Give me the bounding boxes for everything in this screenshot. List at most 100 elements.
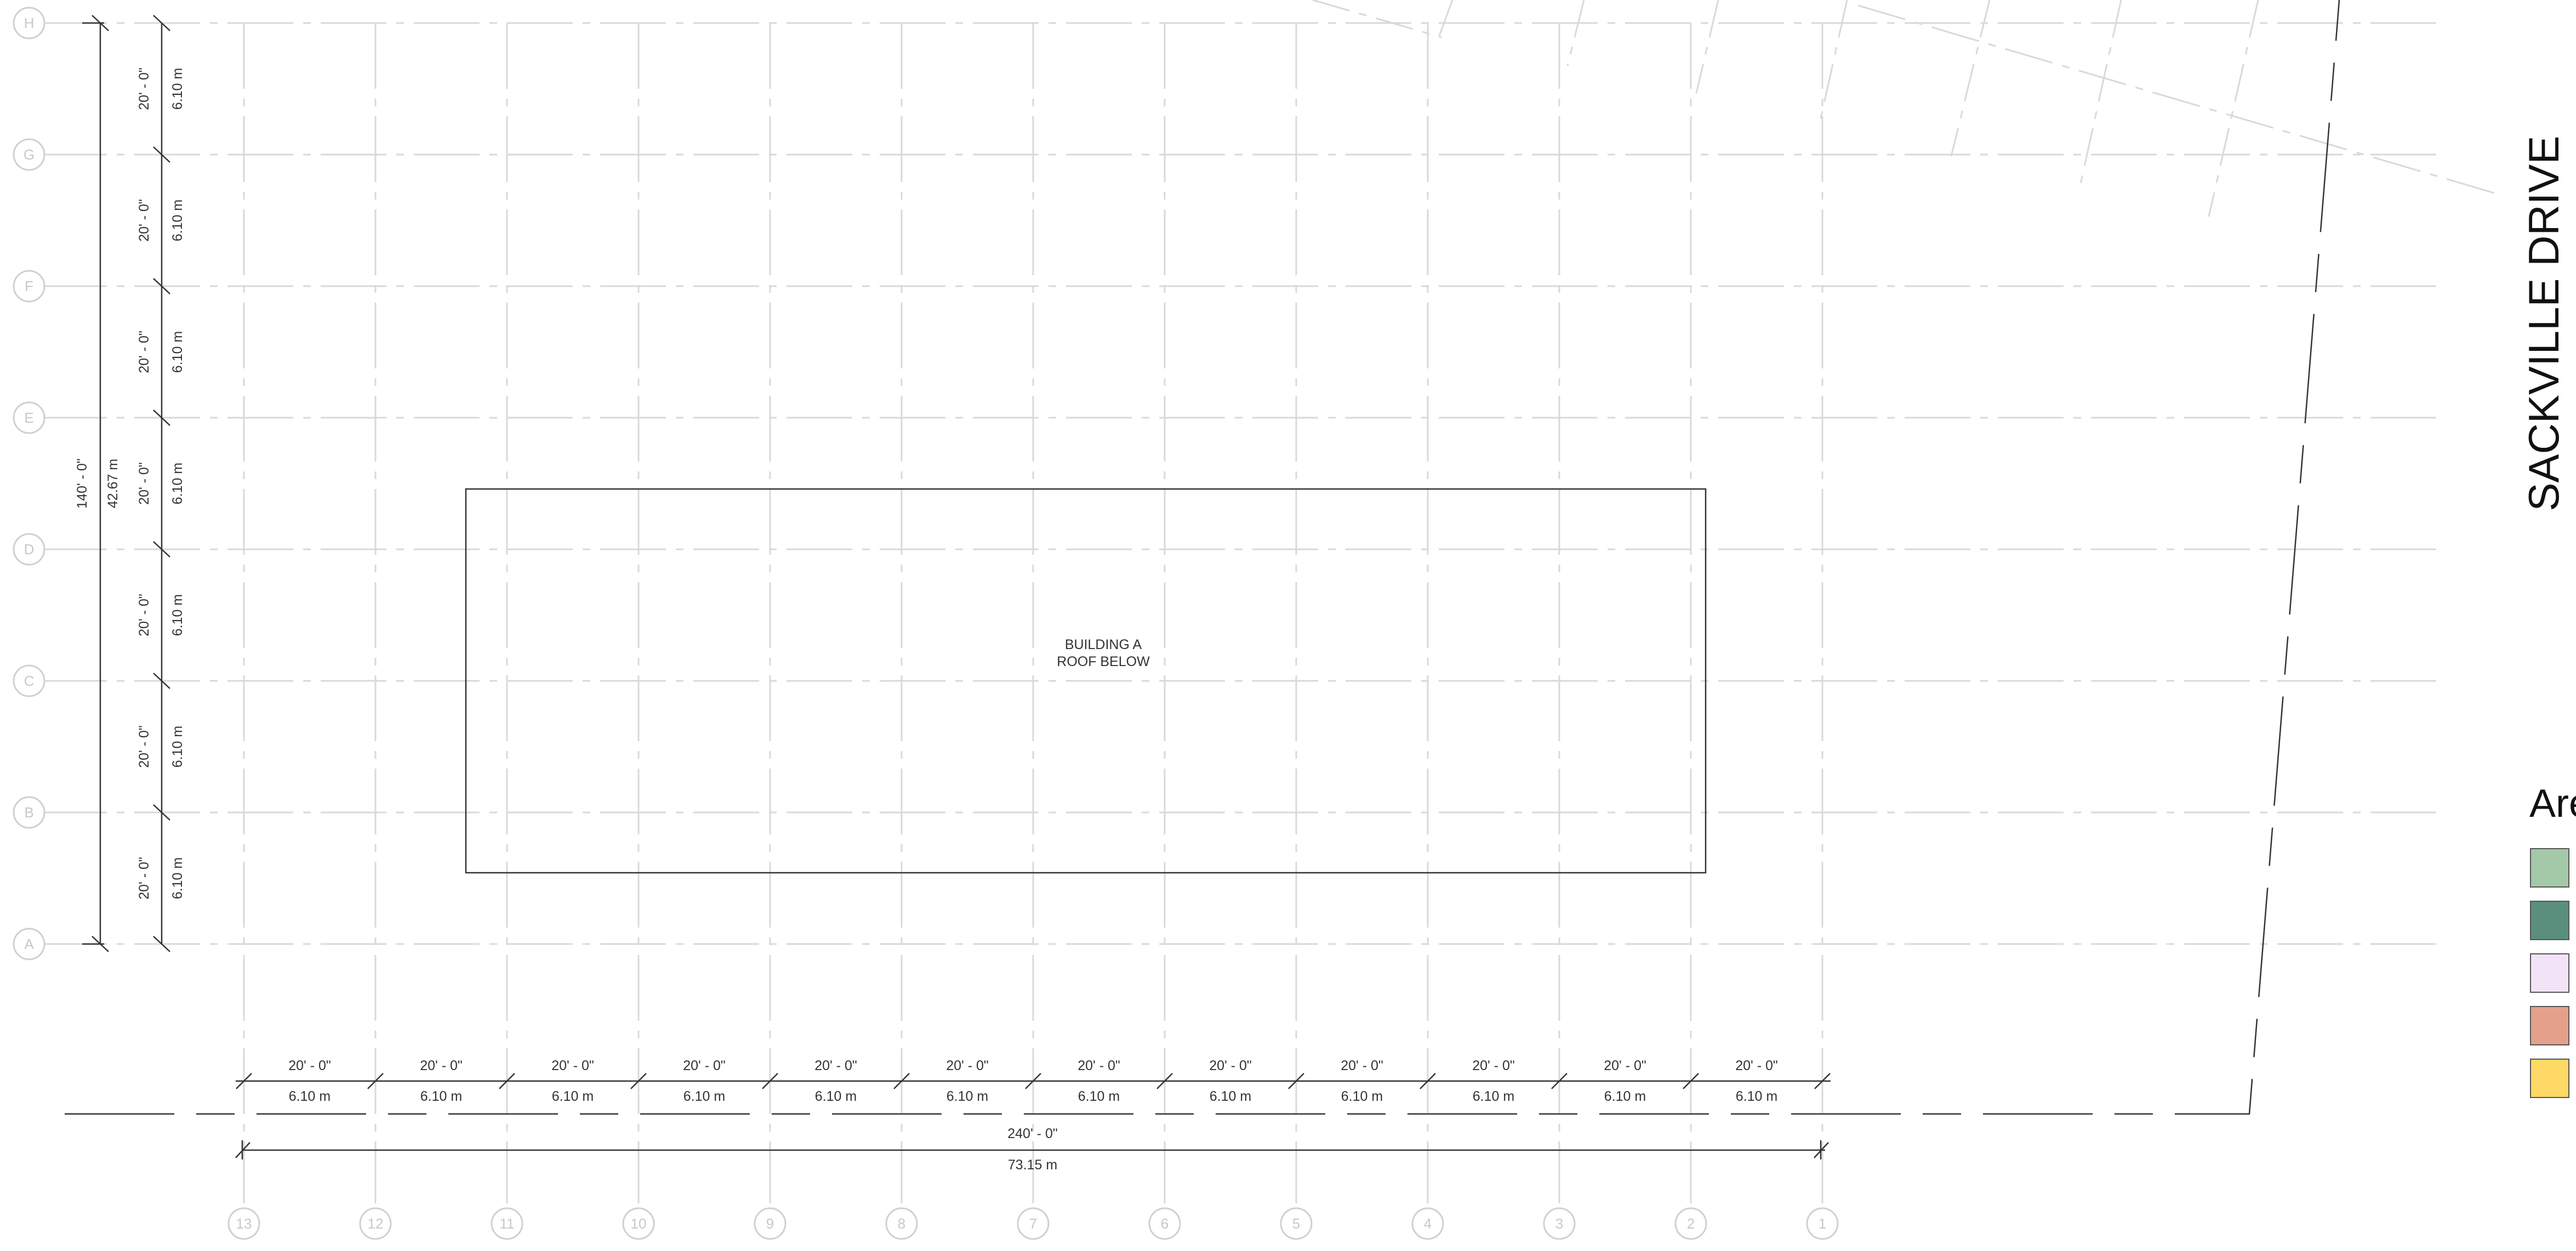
grid-bubble-circle (13, 7, 45, 39)
legend-swatches (2530, 848, 2569, 1098)
column-bubble: 3 (1543, 1207, 1576, 1240)
column-grid-bubbles: 13 12 11 10 9 8 7 6 5 4 3 2 1 (227, 1207, 1839, 1240)
column-bubble: 8 (885, 1207, 918, 1240)
legend-title: Are (2529, 782, 2576, 826)
skewed-gridline (1566, 0, 1585, 66)
area-legend: Are (2529, 782, 2576, 1098)
dimension-tick (1156, 1073, 1173, 1089)
dimension-tick (1814, 1073, 1831, 1089)
column-spacing-metric: 6.10 m (683, 1089, 725, 1104)
row-grid-label: D (24, 541, 35, 558)
dimension-tick (367, 1073, 384, 1089)
column-spacing-imperial: 20' - 0" (1472, 1058, 1515, 1073)
column-grid-label: 10 (631, 1215, 647, 1232)
row-grid-label: G (24, 146, 35, 163)
dimension-tick (153, 541, 170, 558)
grid-bubble-circle (1280, 1207, 1313, 1240)
dimension-tick (153, 278, 170, 294)
row-spacing-metric: 6.10 m (170, 726, 185, 767)
grid-bubble-circle (13, 796, 45, 829)
dimension-tick (153, 804, 170, 821)
overall-width-dimension: 240' - 0" 73.15 m (235, 1126, 1829, 1173)
column-spacing-imperial: 20' - 0" (1341, 1058, 1383, 1073)
skewed-gridline (2208, 0, 2259, 217)
column-grid-label: 9 (766, 1215, 774, 1232)
row-spacing-imperial: 20' - 0" (136, 67, 152, 110)
row-bubble: H (13, 7, 45, 39)
column-spacing-metric: 6.10 m (420, 1089, 462, 1104)
column-spacing-imperial: 20' - 0" (683, 1058, 726, 1073)
grid-bubble-circle (885, 1207, 918, 1240)
column-grid-label: 1 (1819, 1215, 1826, 1232)
row-bubble: F (13, 270, 45, 303)
overall-width-imperial: 240' - 0" (1007, 1126, 1057, 1141)
column-bubble: 11 (491, 1207, 523, 1240)
skewed-gridline (1312, 0, 1442, 38)
column-spacing-imperial: 20' - 0" (1209, 1058, 1252, 1073)
row-bubble: D (13, 533, 45, 566)
row-grid-label: A (24, 936, 34, 952)
dimension-tick (499, 1073, 515, 1089)
column-spacing-imperial: 20' - 0" (814, 1058, 857, 1073)
row-bubble: A (13, 928, 45, 960)
grid-bubble-circle (359, 1207, 392, 1240)
row-bubble: B (13, 796, 45, 829)
column-bubble: 6 (1148, 1207, 1181, 1240)
column-grid-label: 5 (1292, 1215, 1300, 1232)
column-grid-label: 2 (1687, 1215, 1695, 1232)
legend-swatch (2530, 848, 2569, 888)
row-grid-label: H (24, 15, 35, 31)
property-line (65, 0, 2340, 1115)
row-grid-bubbles: H G F E D C B A (13, 7, 45, 960)
column-grid-label: 7 (1029, 1215, 1037, 1232)
column-spacing-metric: 6.10 m (289, 1089, 330, 1104)
column-spacing-metric: 6.10 m (1078, 1089, 1120, 1104)
row-spacing-imperial: 20' - 0" (136, 594, 152, 636)
grid-bubble-circle (13, 138, 45, 171)
column-spacing-imperial: 20' - 0" (420, 1058, 463, 1073)
dimension-tick (153, 936, 170, 952)
legend-swatch (2530, 1006, 2569, 1045)
column-spacing-metric: 6.10 m (1736, 1089, 1777, 1104)
dimension-tick (893, 1073, 910, 1089)
skewed-gridline (1950, 0, 1991, 157)
row-spacing-metric: 6.10 m (170, 200, 185, 241)
vertical-dimension-chain: 20' - 0" 6.10 m 20' - 0" 6.10 m 20' - 0" 6.10… (136, 15, 185, 952)
skewed-grid-lines (1312, 0, 2495, 217)
column-spacing-imperial: 20' - 0" (946, 1058, 989, 1073)
column-bubble: 10 (622, 1207, 655, 1240)
skewed-gridline (2079, 0, 2122, 187)
grid-bubble-circle (13, 928, 45, 960)
dimension-tick (236, 1073, 252, 1089)
dimension-tick (1288, 1073, 1304, 1089)
column-spacing-metric: 6.10 m (1341, 1089, 1383, 1104)
dimension-tick (1025, 1073, 1041, 1089)
grid-bubble-circle (491, 1207, 523, 1240)
overall-height-dimension: 140' - 0" 42.67 m (75, 15, 121, 952)
row-spacing-imperial: 20' - 0" (136, 462, 152, 505)
grid-bubble-circle (1674, 1207, 1707, 1240)
column-grid-label: 6 (1161, 1215, 1169, 1232)
grid-bubble-circle (1806, 1207, 1839, 1240)
row-bubble: G (13, 138, 45, 171)
legend-swatch (2530, 953, 2569, 993)
column-spacing-metric: 6.10 m (1473, 1089, 1514, 1104)
column-grid-label: 4 (1424, 1215, 1432, 1232)
row-grid-label: F (25, 278, 33, 294)
row-spacing-imperial: 20' - 0" (136, 857, 152, 900)
grid-bubble-circle (1017, 1207, 1050, 1240)
street-name-label: SACKVILLE DRIVE (2520, 136, 2568, 511)
column-grid-label: 13 (236, 1215, 252, 1232)
column-spacing-imperial: 20' - 0" (1735, 1058, 1778, 1073)
dimension-tick (630, 1073, 647, 1089)
row-spacing-metric: 6.10 m (170, 331, 185, 373)
column-spacing-metric: 6.10 m (1604, 1089, 1646, 1104)
skewed-gridline (1857, 4, 2495, 194)
row-spacing-metric: 6.10 m (170, 594, 185, 636)
dimension-tick (762, 1073, 778, 1089)
column-grid-label: 8 (898, 1215, 905, 1232)
overall-width-metric: 73.15 m (1008, 1157, 1057, 1173)
legend-swatch (2530, 1059, 2569, 1098)
column-spacing-metric: 6.10 m (947, 1089, 988, 1104)
